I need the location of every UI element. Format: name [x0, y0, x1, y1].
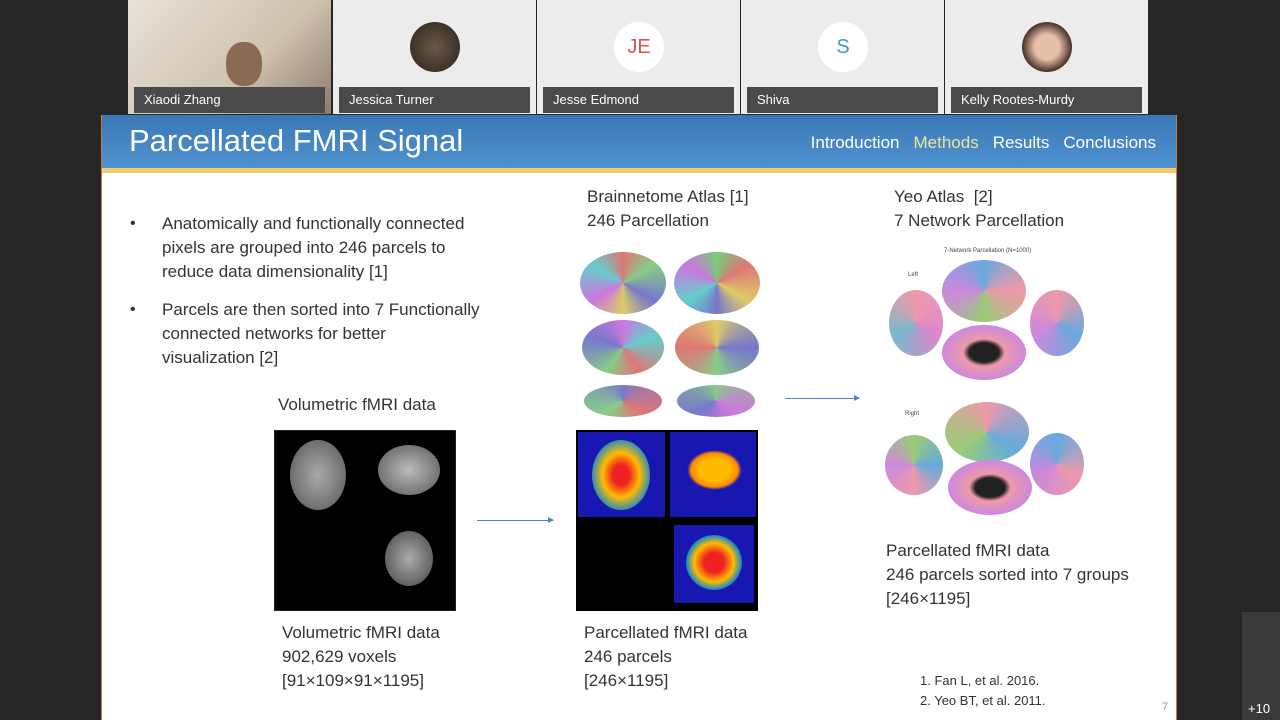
participant-name: Jessica Turner	[339, 87, 530, 113]
video-feed	[226, 42, 262, 86]
arrow-icon	[477, 517, 554, 523]
avatar	[1022, 22, 1072, 72]
accent-line	[102, 168, 1176, 173]
participant-tile[interactable]: S Shiva	[741, 0, 944, 114]
participant-name: Shiva	[747, 87, 938, 113]
more-participants-button[interactable]: +10	[1242, 612, 1280, 720]
slide-header: Parcellated FMRI Signal Introduction Met…	[102, 115, 1176, 168]
parcellated-caption: Parcellated fMRI data 246 parcels [246×1…	[584, 623, 748, 690]
participant-tile[interactable]: Kelly Rootes-Murdy	[945, 0, 1148, 114]
page-number: 7	[1162, 701, 1169, 713]
nav-introduction[interactable]: Introduction	[810, 133, 900, 152]
bullet-icon: •	[130, 301, 136, 318]
reference-2: 2. Yeo BT, et al. 2011.	[920, 693, 1046, 708]
bullet-icon: •	[130, 215, 136, 232]
slide-title: Parcellated FMRI Signal	[129, 123, 464, 158]
arrow-icon	[785, 395, 860, 401]
participant-name: Jesse Edmond	[543, 87, 734, 113]
yeo-heading: Yeo Atlas [2] 7 Network Parcellation	[894, 187, 1065, 230]
participant-tile[interactable]: Xiaodi Zhang	[128, 0, 331, 114]
volumetric-heading: Volumetric fMRI data	[278, 395, 436, 414]
figure-label: Right	[905, 411, 920, 417]
brainnetome-heading: Brainnetome Atlas [1] 246 Parcellation	[587, 187, 749, 230]
participant-tile[interactable]: JE Jesse Edmond	[537, 0, 740, 114]
bullet-text: Parcels are then sorted into 7 Functiona…	[162, 300, 480, 367]
more-participants-count: +10	[1248, 701, 1271, 716]
participant-name: Xiaodi Zhang	[134, 87, 325, 113]
figure-title: 7-Network Parcellation (N=1000)	[944, 248, 1032, 254]
bullet-text: Anatomically and functionally connected …	[162, 214, 465, 281]
reference-1: 1. Fan L, et al. 2016.	[920, 673, 1040, 688]
figure-label: Left	[908, 272, 919, 278]
nav-methods[interactable]: Methods	[913, 133, 979, 152]
presentation-slide: Parcellated FMRI Signal Introduction Met…	[101, 115, 1177, 720]
nav-results[interactable]: Results	[992, 133, 1050, 152]
nav-conclusions[interactable]: Conclusions	[1063, 133, 1156, 152]
slide-nav: Introduction Methods Results Conclusions	[811, 133, 1156, 153]
avatar: JE	[614, 22, 664, 72]
participant-name: Kelly Rootes-Murdy	[951, 87, 1142, 113]
volumetric-caption: Volumetric fMRI data 902,629 voxels [91×…	[282, 623, 440, 690]
avatar: S	[818, 22, 868, 72]
participant-tile[interactable]: Jessica Turner	[333, 0, 536, 114]
avatar	[410, 22, 460, 72]
yeo-caption: Parcellated fMRI data 246 parcels sorted…	[886, 541, 1129, 608]
